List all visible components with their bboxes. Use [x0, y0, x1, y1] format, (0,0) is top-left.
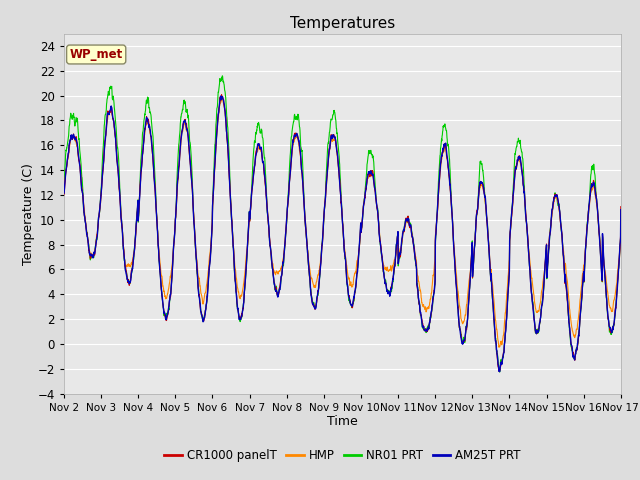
CR1000 panelT: [60, 192, 68, 197]
HMP: [359, 211, 367, 217]
NR01 PRT: [496, 369, 504, 375]
CR1000 panelT: [495, 369, 503, 374]
Y-axis label: Temperature (C): Temperature (C): [22, 163, 35, 264]
HMP: [617, 225, 625, 231]
HMP: [371, 187, 379, 193]
NR01 PRT: [568, 348, 576, 354]
AM25T PRT: [216, 103, 223, 109]
CR1000 panelT: [617, 204, 625, 210]
AM25T PRT: [496, 369, 504, 374]
NR01 PRT: [584, 219, 591, 225]
AM25T PRT: [217, 93, 225, 99]
CR1000 panelT: [568, 346, 576, 351]
NR01 PRT: [60, 182, 68, 188]
NR01 PRT: [218, 73, 226, 79]
Text: WP_met: WP_met: [70, 48, 123, 61]
NR01 PRT: [371, 177, 379, 182]
CR1000 panelT: [584, 221, 591, 227]
HMP: [584, 220, 591, 226]
HMP: [505, 267, 513, 273]
HMP: [218, 95, 225, 101]
AM25T PRT: [584, 221, 591, 227]
NR01 PRT: [216, 83, 223, 89]
NR01 PRT: [617, 207, 625, 213]
AM25T PRT: [359, 213, 367, 219]
Line: NR01 PRT: NR01 PRT: [64, 76, 621, 372]
Line: HMP: HMP: [64, 98, 621, 348]
AM25T PRT: [617, 207, 625, 213]
AM25T PRT: [568, 344, 576, 349]
CR1000 panelT: [371, 185, 379, 191]
HMP: [568, 325, 576, 331]
NR01 PRT: [505, 278, 513, 284]
AM25T PRT: [60, 191, 68, 196]
CR1000 panelT: [218, 92, 225, 97]
CR1000 panelT: [359, 212, 367, 218]
Title: Temperatures: Temperatures: [290, 16, 395, 31]
X-axis label: Time: Time: [327, 415, 358, 429]
AM25T PRT: [371, 185, 379, 191]
Legend: CR1000 panelT, HMP, NR01 PRT, AM25T PRT: CR1000 panelT, HMP, NR01 PRT, AM25T PRT: [159, 444, 525, 467]
HMP: [495, 345, 503, 350]
HMP: [60, 184, 68, 190]
Line: AM25T PRT: AM25T PRT: [64, 96, 621, 372]
NR01 PRT: [359, 215, 367, 220]
HMP: [216, 105, 223, 111]
CR1000 panelT: [216, 104, 223, 110]
Line: CR1000 panelT: CR1000 panelT: [64, 95, 621, 372]
AM25T PRT: [505, 281, 513, 287]
CR1000 panelT: [505, 283, 513, 288]
